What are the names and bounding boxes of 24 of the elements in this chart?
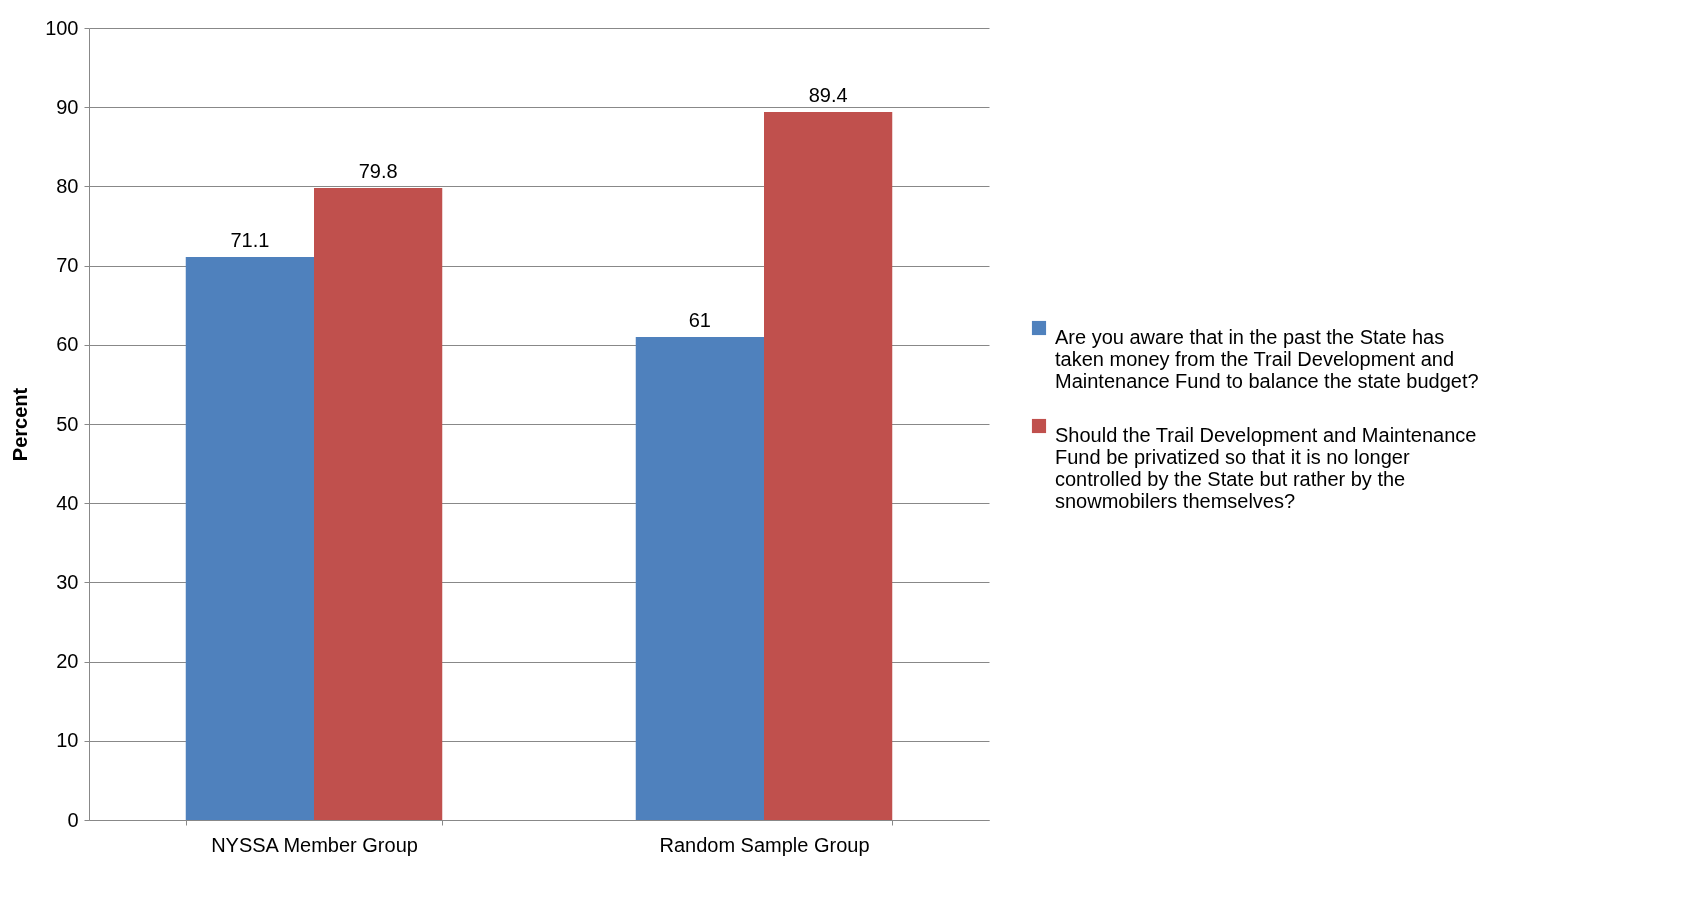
- y-tick-label: 70: [56, 254, 79, 277]
- y-tick-label: 40: [56, 491, 79, 514]
- data-label: 71.1: [230, 228, 270, 251]
- y-tick-label: 20: [56, 650, 79, 673]
- data-label: 61: [688, 308, 711, 331]
- y-tick-label: 100: [45, 16, 79, 39]
- y-tick-label: 10: [56, 729, 79, 752]
- legend-label: Should the Trail Development and Maintenance Fund be privatized so that it is no longer controlled by the State but rather by the snowmobilers themselves?: [1055, 424, 1477, 512]
- y-tick-label: 80: [56, 174, 79, 197]
- legend-label: Are you aware that in the past the State has taken money from the Trail Development and Maintenance Fund to balance the state budget?: [1055, 326, 1479, 392]
- x-tick-label: NYSSA Member Group: [211, 833, 418, 856]
- y-tick-label: 50: [56, 412, 79, 435]
- bar: [764, 111, 893, 820]
- data-label: 79.8: [358, 159, 398, 182]
- y-tick-label: 60: [56, 333, 79, 356]
- bar: [635, 336, 764, 820]
- y-tick-label: 0: [67, 808, 79, 831]
- y-tick-label: 30: [56, 570, 79, 593]
- data-label: 89.4: [808, 83, 848, 106]
- x-tick-label: Random Sample Group: [659, 833, 870, 856]
- bar: [314, 187, 443, 820]
- bar: [185, 256, 314, 820]
- y-tick-label: 90: [56, 95, 79, 118]
- y-axis-title: Percent: [9, 387, 32, 462]
